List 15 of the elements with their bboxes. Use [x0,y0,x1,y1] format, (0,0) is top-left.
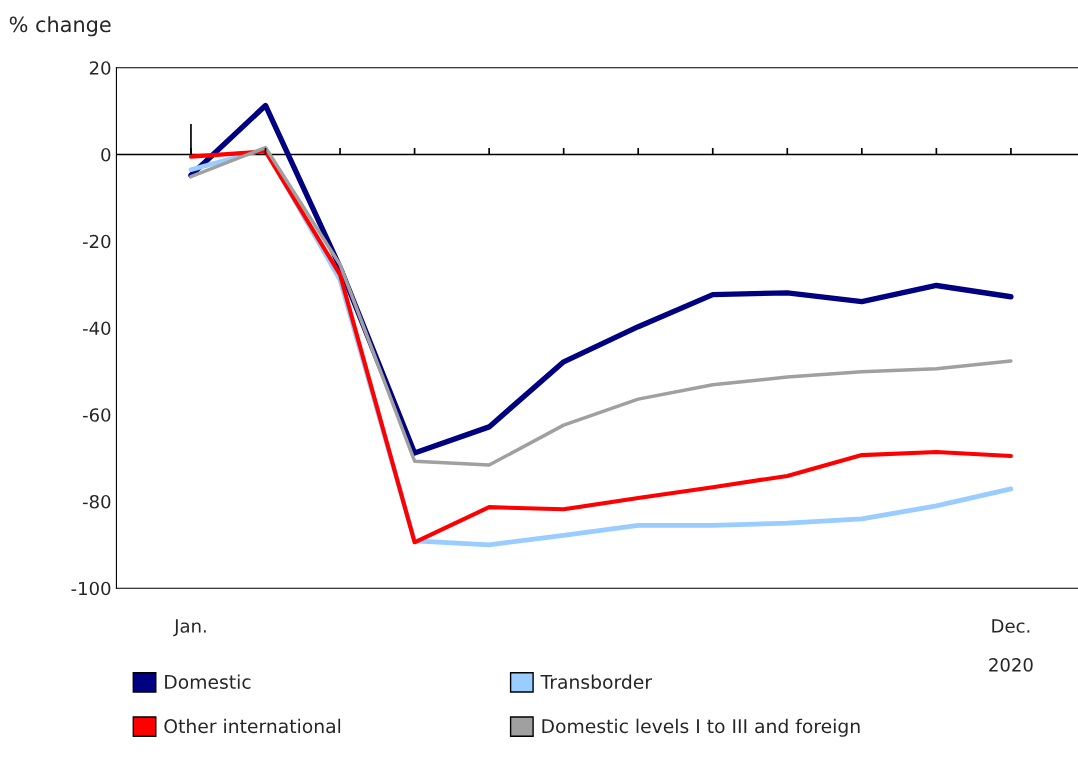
y-tick-label: -60 [82,408,111,422]
legend-label: Transborder [540,674,653,689]
y-tick-label: -100 [71,581,111,596]
legend-label: Domestic [165,674,251,689]
legend-label: Domestic levels I to III and foreign [542,718,860,737]
legend-label: Other international [164,718,341,734]
y-tick-label: -40 [82,321,111,336]
y-tick-label: 20 [89,61,111,75]
y-tick-label: -20 [82,234,111,249]
y-tick-label: 0 [101,147,111,162]
text: 2020 [989,658,1033,672]
x-tick-label: Jan. [173,619,206,637]
y-tick-label: -80 [82,494,111,509]
x-tick-label: Dec. [992,619,1030,633]
y-axis-title: % change [9,16,111,37]
